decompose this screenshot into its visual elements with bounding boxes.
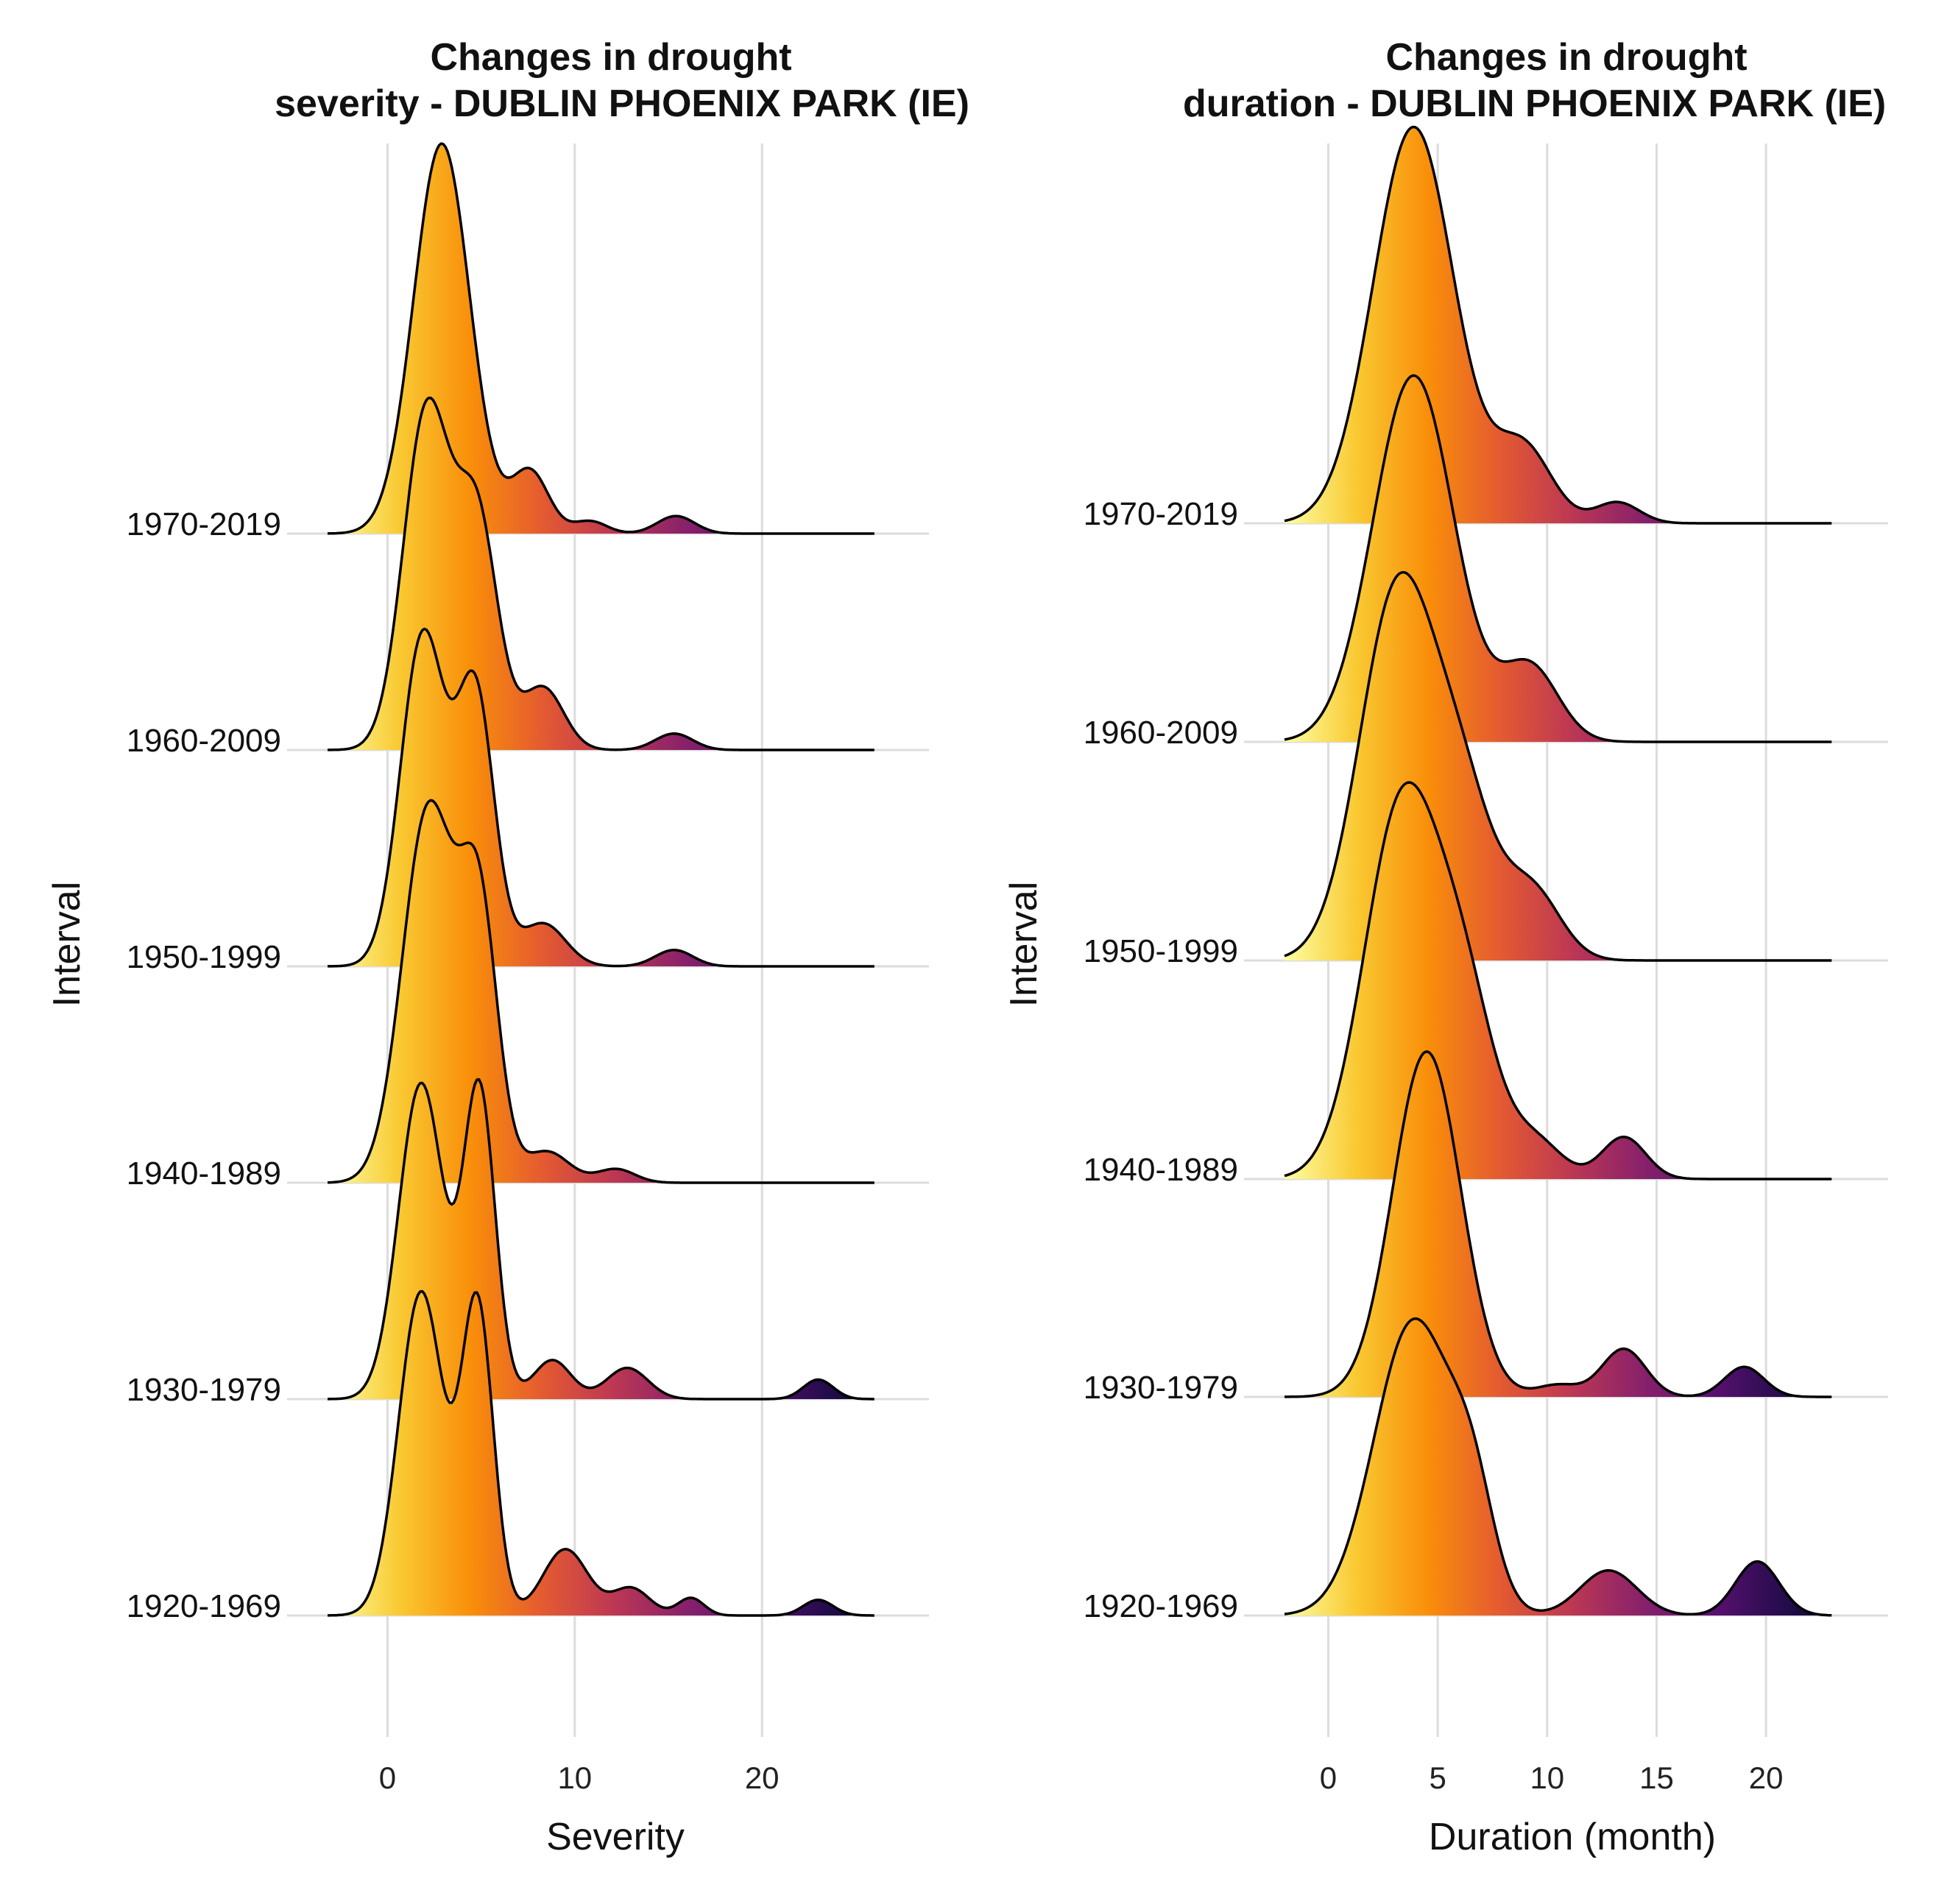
- duration-ridge-1930-1979: [1285, 1050, 1832, 1398]
- duration-y-tick-label: 1920-1969: [1084, 1588, 1238, 1624]
- severity-x-tick-label: 20: [745, 1760, 780, 1795]
- severity-ridge-outline: [328, 1077, 874, 1401]
- severity-ridge-outline: [327, 142, 874, 535]
- duration-y-axis-label: Interval: [1003, 882, 1045, 1008]
- severity-y-ticks: 1920-1969 1930-1979 1940-1989 1950-1999 1960…: [127, 506, 281, 1624]
- duration-ridge-outline: [1284, 374, 1832, 743]
- duration-title-line-2: duration - DUBLIN PHOENIX PARK (IE): [1183, 82, 1886, 125]
- duration-x-tick-label: 10: [1530, 1760, 1564, 1795]
- duration-ridge-outline: [1284, 1317, 1832, 1617]
- severity-y-tick-label: 1930-1979: [127, 1372, 281, 1408]
- duration-ridges: [1284, 125, 1832, 1617]
- duration-ridge-fill: [1285, 1051, 1832, 1397]
- duration-panel: Changes in drought duration - DUBLIN PHO…: [1003, 36, 1888, 1858]
- severity-y-tick-label: 1920-1969: [127, 1588, 281, 1624]
- duration-ridge-1920-1969: [1284, 1317, 1832, 1617]
- severity-ridge-outline: [328, 396, 874, 751]
- duration-y-tick-label: 1940-1989: [1084, 1152, 1238, 1188]
- severity-panel: Changes in drought severity - DUBLIN PHO…: [46, 36, 969, 1858]
- severity-ridge-outline: [327, 799, 874, 1184]
- severity-x-axis-label: Severity: [546, 1816, 685, 1858]
- duration-y-tick-label: 1970-2019: [1084, 496, 1238, 532]
- duration-x-tick-label: 0: [1320, 1760, 1337, 1795]
- severity-x-ticks: 0 10 20: [379, 1760, 780, 1795]
- severity-x-tick-label: 0: [379, 1760, 396, 1795]
- severity-title-line-2: severity - DUBLIN PHOENIX PARK (IE): [275, 82, 969, 125]
- severity-y-tick-label: 1940-1989: [127, 1156, 281, 1192]
- duration-ridge-outline: [1284, 781, 1832, 1181]
- severity-y-tick-label: 1950-1999: [127, 939, 281, 975]
- severity-ridge-outline: [328, 627, 874, 968]
- duration-ridge-outline: [1284, 570, 1832, 962]
- severity-ridge-fill: [328, 800, 874, 1183]
- duration-x-tick-label: 5: [1429, 1760, 1446, 1795]
- severity-ridge-fill: [328, 397, 874, 750]
- severity-x-tick-label: 10: [557, 1760, 592, 1795]
- duration-title-line-1: Changes in drought: [1385, 36, 1747, 79]
- duration-x-tick-label: 20: [1749, 1760, 1784, 1795]
- duration-ridge-outline: [1285, 1050, 1832, 1398]
- severity-ridge-1960-2009: [328, 396, 874, 751]
- severity-ridge-fill: [328, 1291, 874, 1615]
- severity-y-tick-label: 1970-2019: [127, 506, 281, 542]
- severity-ridge-1920-1969: [328, 1289, 874, 1617]
- duration-x-tick-label: 15: [1639, 1760, 1674, 1795]
- duration-y-tick-label: 1960-2009: [1084, 715, 1238, 751]
- duration-y-tick-label: 1930-1979: [1084, 1370, 1238, 1406]
- severity-ridge-fill: [328, 144, 874, 534]
- duration-x-axis-label: Duration (month): [1429, 1816, 1716, 1858]
- severity-ridge-1940-1989: [327, 799, 874, 1184]
- duration-ridge-fill: [1285, 1318, 1832, 1615]
- severity-ridge-outline: [328, 1289, 874, 1617]
- severity-y-tick-label: 1960-2009: [127, 723, 281, 759]
- severity-title-line-1: Changes in drought: [430, 36, 791, 79]
- severity-y-axis-label: Interval: [46, 882, 88, 1008]
- severity-ridge-1970-2019: [327, 142, 874, 535]
- duration-y-ticks: 1920-1969 1930-1979 1940-1989 1950-1999 1960…: [1084, 496, 1238, 1624]
- severity-ridge-1930-1979: [328, 1077, 874, 1401]
- duration-ridge-outline: [1284, 125, 1832, 525]
- duration-x-ticks: 0 5 10 15 20: [1320, 1760, 1784, 1795]
- severity-ridges: [327, 142, 874, 1617]
- duration-ridge-1970-2019: [1284, 125, 1832, 525]
- duration-y-tick-label: 1950-1999: [1084, 933, 1238, 969]
